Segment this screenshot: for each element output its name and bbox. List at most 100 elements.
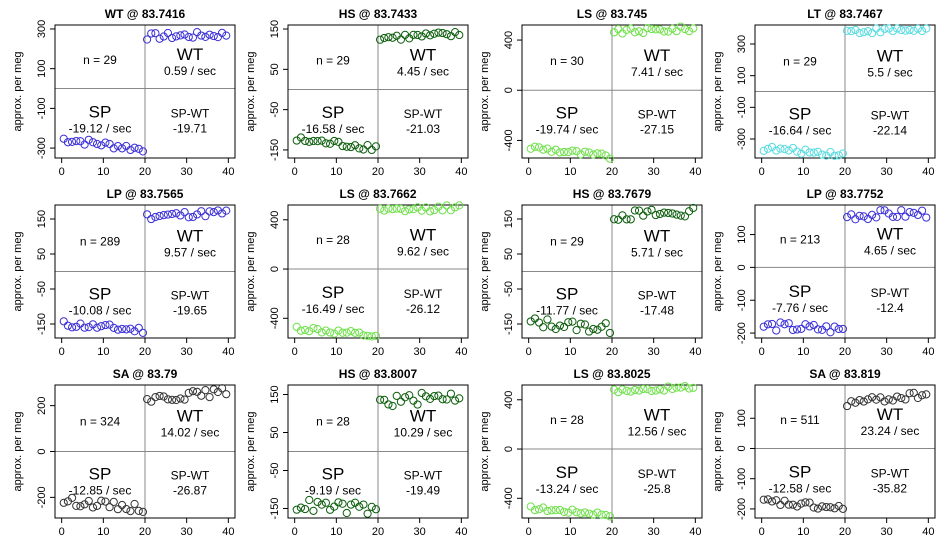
data-point-wt <box>659 208 669 217</box>
data-point-wt <box>689 24 698 33</box>
x-tick-label: 20 <box>139 346 151 358</box>
y-tick-label: -50 <box>269 102 281 118</box>
x-tick-label: 0 <box>759 346 765 358</box>
data-point-sp <box>801 498 810 507</box>
data-point-sp <box>305 495 314 505</box>
data-point-wt <box>217 28 227 38</box>
n-label: n = 289 <box>80 235 121 249</box>
sp-rate: -10.08 / sec <box>69 303 132 317</box>
x-tick-label: 40 <box>455 166 467 178</box>
y-tick-label: 100 <box>736 409 748 427</box>
x-tick-label: 40 <box>689 166 701 178</box>
data-point-wt <box>172 395 181 405</box>
data-point-wt <box>668 384 677 394</box>
x-tick-label: 0 <box>526 346 532 358</box>
data-point-sp <box>122 325 131 334</box>
data-point-sp <box>772 496 781 505</box>
data-point-sp <box>325 328 335 337</box>
data-point-sp <box>597 510 606 519</box>
data-point-wt <box>639 211 648 220</box>
y-tick-label: 100 <box>736 66 748 84</box>
data-point-wt <box>400 393 410 402</box>
data-point-wt <box>647 205 656 214</box>
n-label: n = 29 <box>83 53 117 67</box>
chart-title: LS @ 83.745 <box>577 7 648 21</box>
x-tick-label: 40 <box>922 346 934 358</box>
sp-rate: -19.74 / sec <box>536 123 599 137</box>
data-point-sp <box>605 512 615 521</box>
data-point-wt <box>421 29 431 38</box>
sp-label: SP <box>789 104 812 123</box>
data-point-sp <box>342 328 351 337</box>
data-point-sp <box>134 323 143 333</box>
data-point-sp <box>797 149 806 158</box>
x-tick-label: 10 <box>797 346 809 358</box>
n-label: n = 30 <box>550 54 584 68</box>
data-point-sp <box>346 327 356 336</box>
chart-title: LS @ 83.7662 <box>339 187 416 201</box>
x-tick-label: 30 <box>414 526 426 538</box>
data-point-sp <box>555 148 565 157</box>
data-point-wt <box>430 391 439 401</box>
data-point-sp <box>797 499 806 508</box>
data-point-sp <box>122 504 131 514</box>
y-axis-label: approx. per meg <box>12 231 24 311</box>
sp-label: SP <box>89 103 112 122</box>
y-tick-label: 0 <box>503 87 515 93</box>
data-point-sp <box>551 506 560 515</box>
data-point-sp <box>763 495 773 504</box>
y-tick-label: -100 <box>736 468 748 490</box>
data-point-wt <box>446 32 456 41</box>
data-point-sp <box>792 502 802 511</box>
sp-label: SP <box>789 282 812 301</box>
data-point-wt <box>842 401 852 411</box>
data-points <box>292 201 464 341</box>
data-point-sp <box>805 148 814 157</box>
y-tick-label: 100 <box>36 59 48 77</box>
x-tick-label: 20 <box>606 166 618 178</box>
data-point-wt <box>867 393 877 402</box>
data-point-sp <box>576 150 585 159</box>
data-point-wt <box>676 383 685 392</box>
data-point-sp <box>584 148 594 157</box>
data-point-wt <box>618 385 627 394</box>
data-point-wt <box>438 28 447 38</box>
data-point-wt <box>847 27 856 36</box>
data-point-sp <box>534 505 544 514</box>
data-point-wt <box>375 204 385 213</box>
sp-label: SP <box>556 284 579 303</box>
data-point-wt <box>639 384 648 394</box>
data-point-wt <box>180 30 189 39</box>
y-tick-label: -400 <box>269 307 281 329</box>
data-point-sp <box>605 154 615 163</box>
sp-wt-value: -35.82 <box>873 482 907 496</box>
wt-label: WT <box>177 407 203 426</box>
data-point-sp <box>72 501 81 510</box>
data-point-sp <box>813 504 823 513</box>
data-point-sp <box>772 146 781 155</box>
data-point-sp <box>138 507 148 517</box>
x-tick-label: 30 <box>414 346 426 358</box>
data-point-wt <box>913 24 923 33</box>
data-point-wt <box>901 212 910 221</box>
x-tick-label: 20 <box>606 346 618 358</box>
data-points <box>759 388 931 513</box>
sp-wt-value: -26.87 <box>173 483 207 497</box>
data-point-sp <box>530 506 540 515</box>
data-point-sp <box>88 503 98 512</box>
data-point-wt <box>880 24 889 33</box>
y-axis-label: approx. per meg <box>712 51 724 131</box>
y-tick-label: 300 <box>36 20 48 38</box>
y-tick-label: -300 <box>36 137 48 159</box>
data-point-wt <box>859 28 868 37</box>
data-point-sp <box>576 509 585 518</box>
y-tick-label: 0 <box>269 266 281 272</box>
data-point-sp <box>547 506 556 515</box>
data-point-sp <box>309 136 318 146</box>
data-point-sp <box>780 320 789 329</box>
data-point-sp <box>67 137 77 147</box>
sp-wt-label: SP-WT <box>404 468 443 482</box>
x-tick-label: 20 <box>372 166 384 178</box>
